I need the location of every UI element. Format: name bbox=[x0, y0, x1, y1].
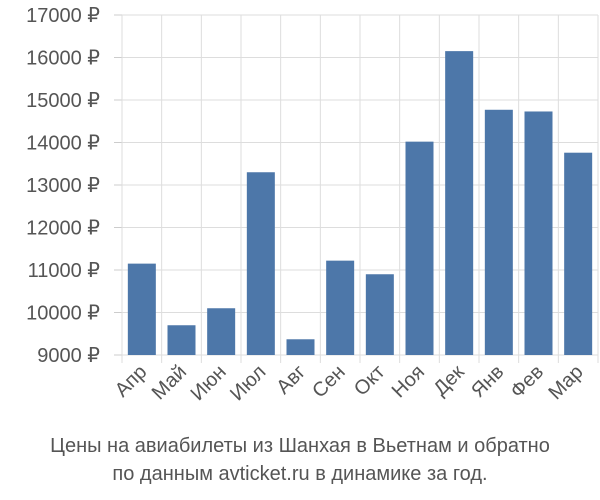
x-tick-label: Июл bbox=[226, 361, 270, 405]
caption-line-2: по данным avticket.ru в динамике за год. bbox=[112, 463, 488, 485]
x-tick-label: Окт bbox=[350, 361, 389, 400]
bar bbox=[564, 152, 593, 355]
bar bbox=[246, 172, 275, 355]
x-tick-label: Дек bbox=[430, 361, 469, 400]
y-tick-label: 16000 ₽ bbox=[26, 48, 100, 70]
x-tick-label: Июн bbox=[187, 361, 231, 405]
y-tick-label: 13000 ₽ bbox=[26, 175, 100, 197]
x-tick-label: Авг bbox=[272, 361, 310, 399]
y-tick-label: 14000 ₽ bbox=[26, 133, 100, 155]
y-axis-ticks: 9000 ₽ 10000 ₽ 11000 ₽ 12000 ₽ 13000 ₽ 14000 … bbox=[26, 5, 100, 367]
x-tick-label: Май bbox=[148, 361, 191, 404]
x-tick-label: Ноя bbox=[388, 361, 429, 402]
x-tick-label: Мар bbox=[544, 361, 587, 404]
x-tick-label: Фев bbox=[506, 361, 548, 403]
bar bbox=[524, 111, 553, 355]
y-tick-label: 9000 ₽ bbox=[37, 345, 100, 367]
x-tick-label: Апр bbox=[111, 361, 152, 402]
x-tick-label: Сен bbox=[308, 361, 349, 402]
grid-lines bbox=[114, 14, 599, 363]
bar bbox=[127, 263, 156, 355]
y-tick-label: 17000 ₽ bbox=[26, 5, 100, 27]
bars bbox=[127, 51, 593, 356]
bar bbox=[445, 51, 474, 355]
y-tick-label: 12000 ₽ bbox=[26, 218, 100, 240]
bar bbox=[286, 339, 315, 355]
bar bbox=[405, 141, 434, 355]
bar-chart: 9000 ₽ 10000 ₽ 11000 ₽ 12000 ₽ 13000 ₽ 14000 … bbox=[26, 5, 599, 405]
bar bbox=[167, 325, 196, 355]
bar bbox=[484, 109, 513, 356]
y-tick-label: 11000 ₽ bbox=[28, 260, 101, 282]
caption-line-1: Цены на авиабилеты из Шанхая в Вьетнам и… bbox=[50, 435, 550, 457]
bar bbox=[326, 260, 355, 355]
bar bbox=[365, 274, 394, 355]
y-tick-label: 15000 ₽ bbox=[26, 90, 100, 112]
bar bbox=[207, 308, 236, 355]
x-tick-label: Янв bbox=[467, 361, 508, 402]
y-tick-label: 10000 ₽ bbox=[26, 303, 100, 325]
